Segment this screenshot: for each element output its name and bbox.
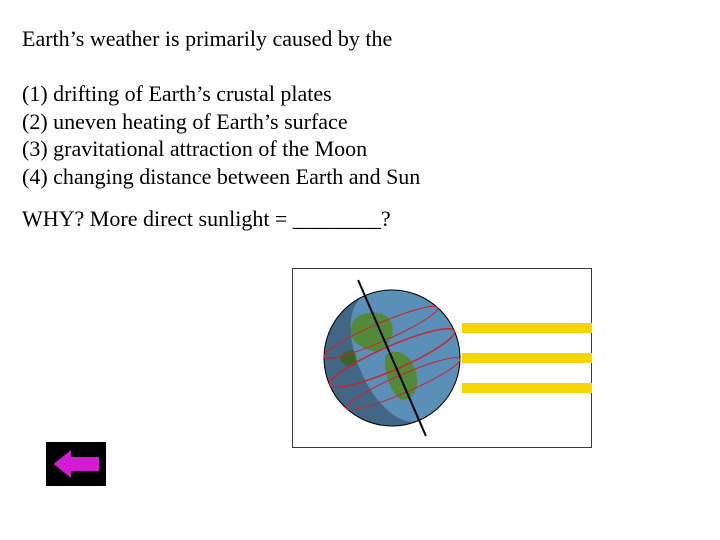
why-text: WHY? More direct sunlight = ________?	[22, 206, 391, 232]
sun-ray-3	[462, 383, 592, 393]
option-1: (1) drifting of Earth’s crustal plates	[22, 80, 420, 108]
sun-ray-2	[462, 353, 592, 363]
earth-group	[296, 268, 489, 448]
option-4: (4) changing distance between Earth and …	[22, 163, 420, 191]
earth-sunlight-diagram	[292, 268, 592, 448]
answer-options: (1) drifting of Earth’s crustal plates (…	[22, 80, 420, 190]
back-button[interactable]	[46, 442, 106, 486]
sun-rays	[462, 323, 592, 393]
back-arrow-icon	[46, 442, 106, 486]
option-2: (2) uneven heating of Earth’s surface	[22, 108, 420, 136]
sun-ray-1	[462, 323, 592, 333]
question-text: Earth’s weather is primarily caused by t…	[22, 26, 392, 52]
option-3: (3) gravitational attraction of the Moon	[22, 135, 420, 163]
